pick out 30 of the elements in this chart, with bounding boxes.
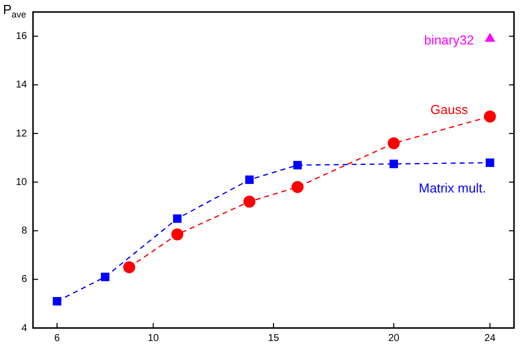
point <box>484 32 496 42</box>
y-tick-label: 14 <box>16 80 28 91</box>
x-tick-label: 15 <box>268 332 280 344</box>
series-label: binary32 <box>424 32 474 48</box>
point <box>243 196 256 208</box>
point <box>123 261 136 274</box>
point <box>292 181 304 194</box>
y-tick-label: 8 <box>21 226 28 237</box>
point <box>100 272 110 282</box>
point <box>52 297 62 306</box>
x-tick-label: 24 <box>484 332 496 344</box>
point <box>484 110 496 123</box>
point <box>171 228 184 240</box>
y-tick-label: 4 <box>21 322 28 334</box>
x-tick-label: 10 <box>148 332 160 344</box>
series-label: Matrix mult. <box>418 180 486 196</box>
point <box>486 158 494 167</box>
point <box>173 214 182 223</box>
x-tick-label: 20 <box>388 332 400 344</box>
y-tick-label: 16 <box>16 31 28 42</box>
y-axis-title: P$_{ave}$ <box>3 2 26 20</box>
y-tick-label: 6 <box>21 274 28 286</box>
point <box>388 137 400 150</box>
y-tick-label: 10 <box>16 176 28 188</box>
series-label: Gauss <box>430 102 468 118</box>
point <box>390 160 398 168</box>
x-tick-label: 6 <box>54 332 60 344</box>
y-tick-label: 12 <box>16 128 28 140</box>
point <box>293 160 302 170</box>
point <box>245 175 254 184</box>
